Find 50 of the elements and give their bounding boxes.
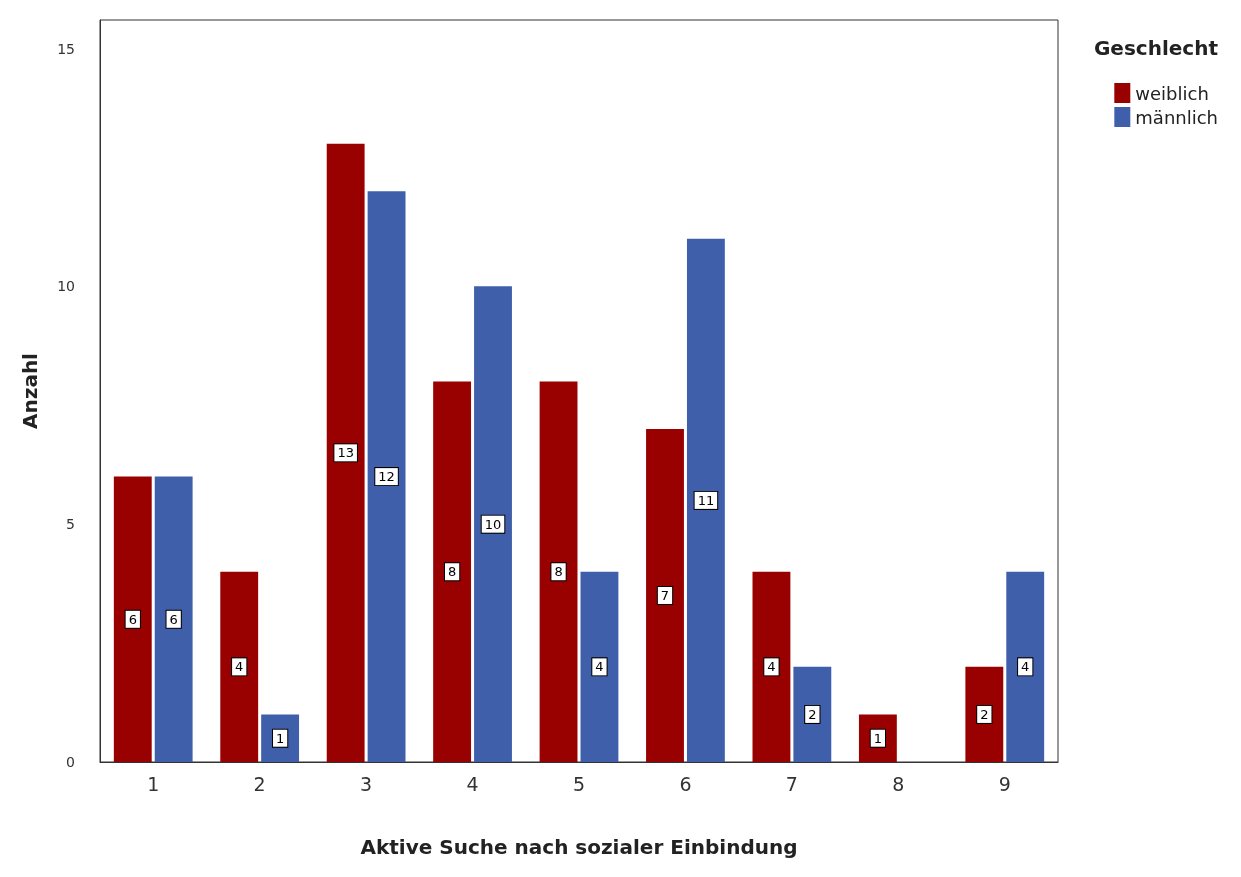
x-tick-label: 9 xyxy=(998,772,1011,795)
x-tick-label: 7 xyxy=(785,772,798,795)
x-tick-label: 3 xyxy=(360,772,373,795)
y-tick-label: 5 xyxy=(66,516,75,533)
data-label: 4 xyxy=(235,659,244,675)
bar xyxy=(367,191,406,762)
bar xyxy=(580,571,619,762)
data-label: 7 xyxy=(660,588,670,604)
bar xyxy=(686,238,725,762)
x-axis-title: Aktive Suche nach sozialer Einbindung xyxy=(360,835,798,859)
x-tick-label: 5 xyxy=(572,772,586,795)
bar xyxy=(220,571,259,762)
x-tick-label: 1 xyxy=(147,772,160,795)
data-label: 8 xyxy=(554,564,563,580)
bar xyxy=(752,571,791,762)
legend-label: weiblich xyxy=(1135,82,1209,104)
bar xyxy=(793,666,832,762)
data-label: 13 xyxy=(337,445,354,461)
data-label: 2 xyxy=(808,706,817,722)
data-label: 1 xyxy=(275,730,285,746)
data-label: 4 xyxy=(767,659,776,675)
legend-label: männlich xyxy=(1135,106,1218,128)
y-axis-title: Anzahl xyxy=(18,353,42,429)
x-tick-label: 2 xyxy=(253,772,266,795)
data-label: 8 xyxy=(447,564,457,580)
legend-title: Geschlecht xyxy=(1093,36,1219,60)
data-label: 10 xyxy=(484,516,502,532)
bar xyxy=(326,143,365,762)
data-label: 11 xyxy=(697,492,715,508)
bar xyxy=(154,476,193,762)
x-tick-label: 8 xyxy=(892,772,905,795)
bar xyxy=(433,381,472,762)
y-tick-label: 15 xyxy=(57,40,75,57)
data-label: 6 xyxy=(128,611,137,627)
y-tick-label: 10 xyxy=(57,278,75,295)
bar xyxy=(113,476,152,762)
bar xyxy=(965,666,1004,762)
data-label: 6 xyxy=(169,611,178,627)
x-tick-label: 6 xyxy=(679,772,692,795)
bar xyxy=(539,381,578,762)
data-label: 2 xyxy=(980,706,989,722)
data-label: 12 xyxy=(378,469,395,485)
bar xyxy=(1006,571,1045,762)
data-label: 1 xyxy=(873,730,883,746)
x-tick-label: 4 xyxy=(466,772,479,795)
bar xyxy=(646,429,684,762)
y-tick-label: 0 xyxy=(66,754,75,770)
data-label: 4 xyxy=(1021,659,1030,675)
bar xyxy=(474,286,512,762)
data-label: 4 xyxy=(595,659,604,675)
